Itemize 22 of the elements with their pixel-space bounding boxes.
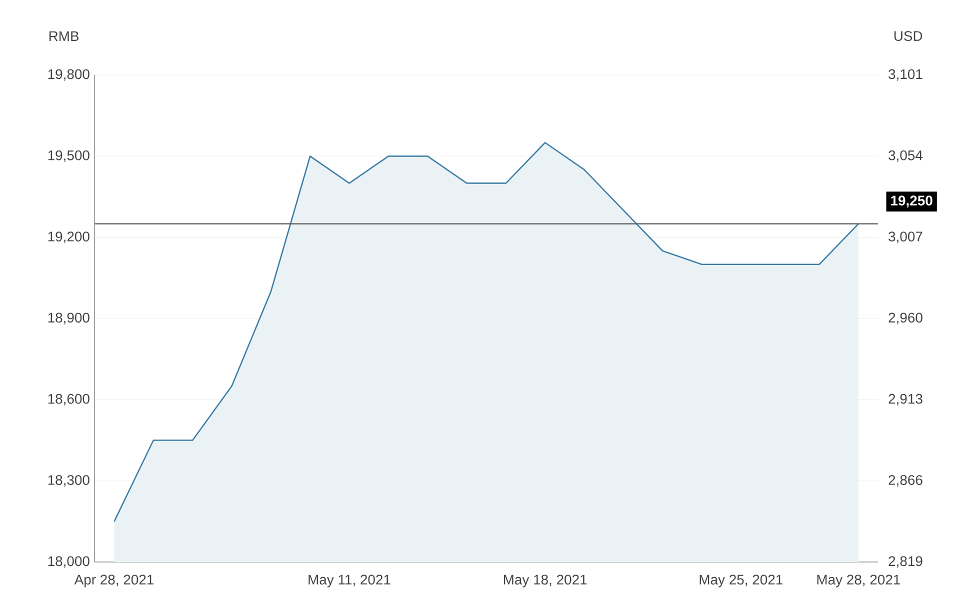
x-tick-label: May 25, 2021 xyxy=(700,574,782,588)
y-tick-label: 18,300 xyxy=(48,475,90,487)
y2-tick-label: 2,960 xyxy=(888,312,922,324)
y-tick-label: 18,000 xyxy=(48,556,90,568)
y2-tick-label: 3,101 xyxy=(888,69,922,81)
x-tick-label: Apr 28, 2021 xyxy=(74,574,154,588)
y-axis-title: RMB xyxy=(49,31,79,41)
y2-axis-title: USD xyxy=(894,31,922,41)
y2-tick-label: 3,054 xyxy=(888,150,923,162)
x-tick-label: May 18, 2021 xyxy=(504,574,587,588)
y2-tick-label: 3,007 xyxy=(888,232,922,244)
x-tick-label: May 28, 2021 xyxy=(817,574,900,588)
y2-tick-label: 2,866 xyxy=(888,475,922,487)
y-tick-label: 19,200 xyxy=(48,232,90,244)
ref-line-label: 19,250 xyxy=(891,196,932,208)
y-tick-label: 19,500 xyxy=(48,150,90,162)
y2-tick-label: 2,913 xyxy=(888,394,922,406)
y-tick-label: 18,900 xyxy=(48,312,90,324)
y2-tick-label: 2,819 xyxy=(888,556,922,568)
y-tick-label: 19,800 xyxy=(48,69,90,81)
x-tick-label: May 11, 2021 xyxy=(308,574,390,588)
y-tick-label: 18,600 xyxy=(48,394,90,406)
